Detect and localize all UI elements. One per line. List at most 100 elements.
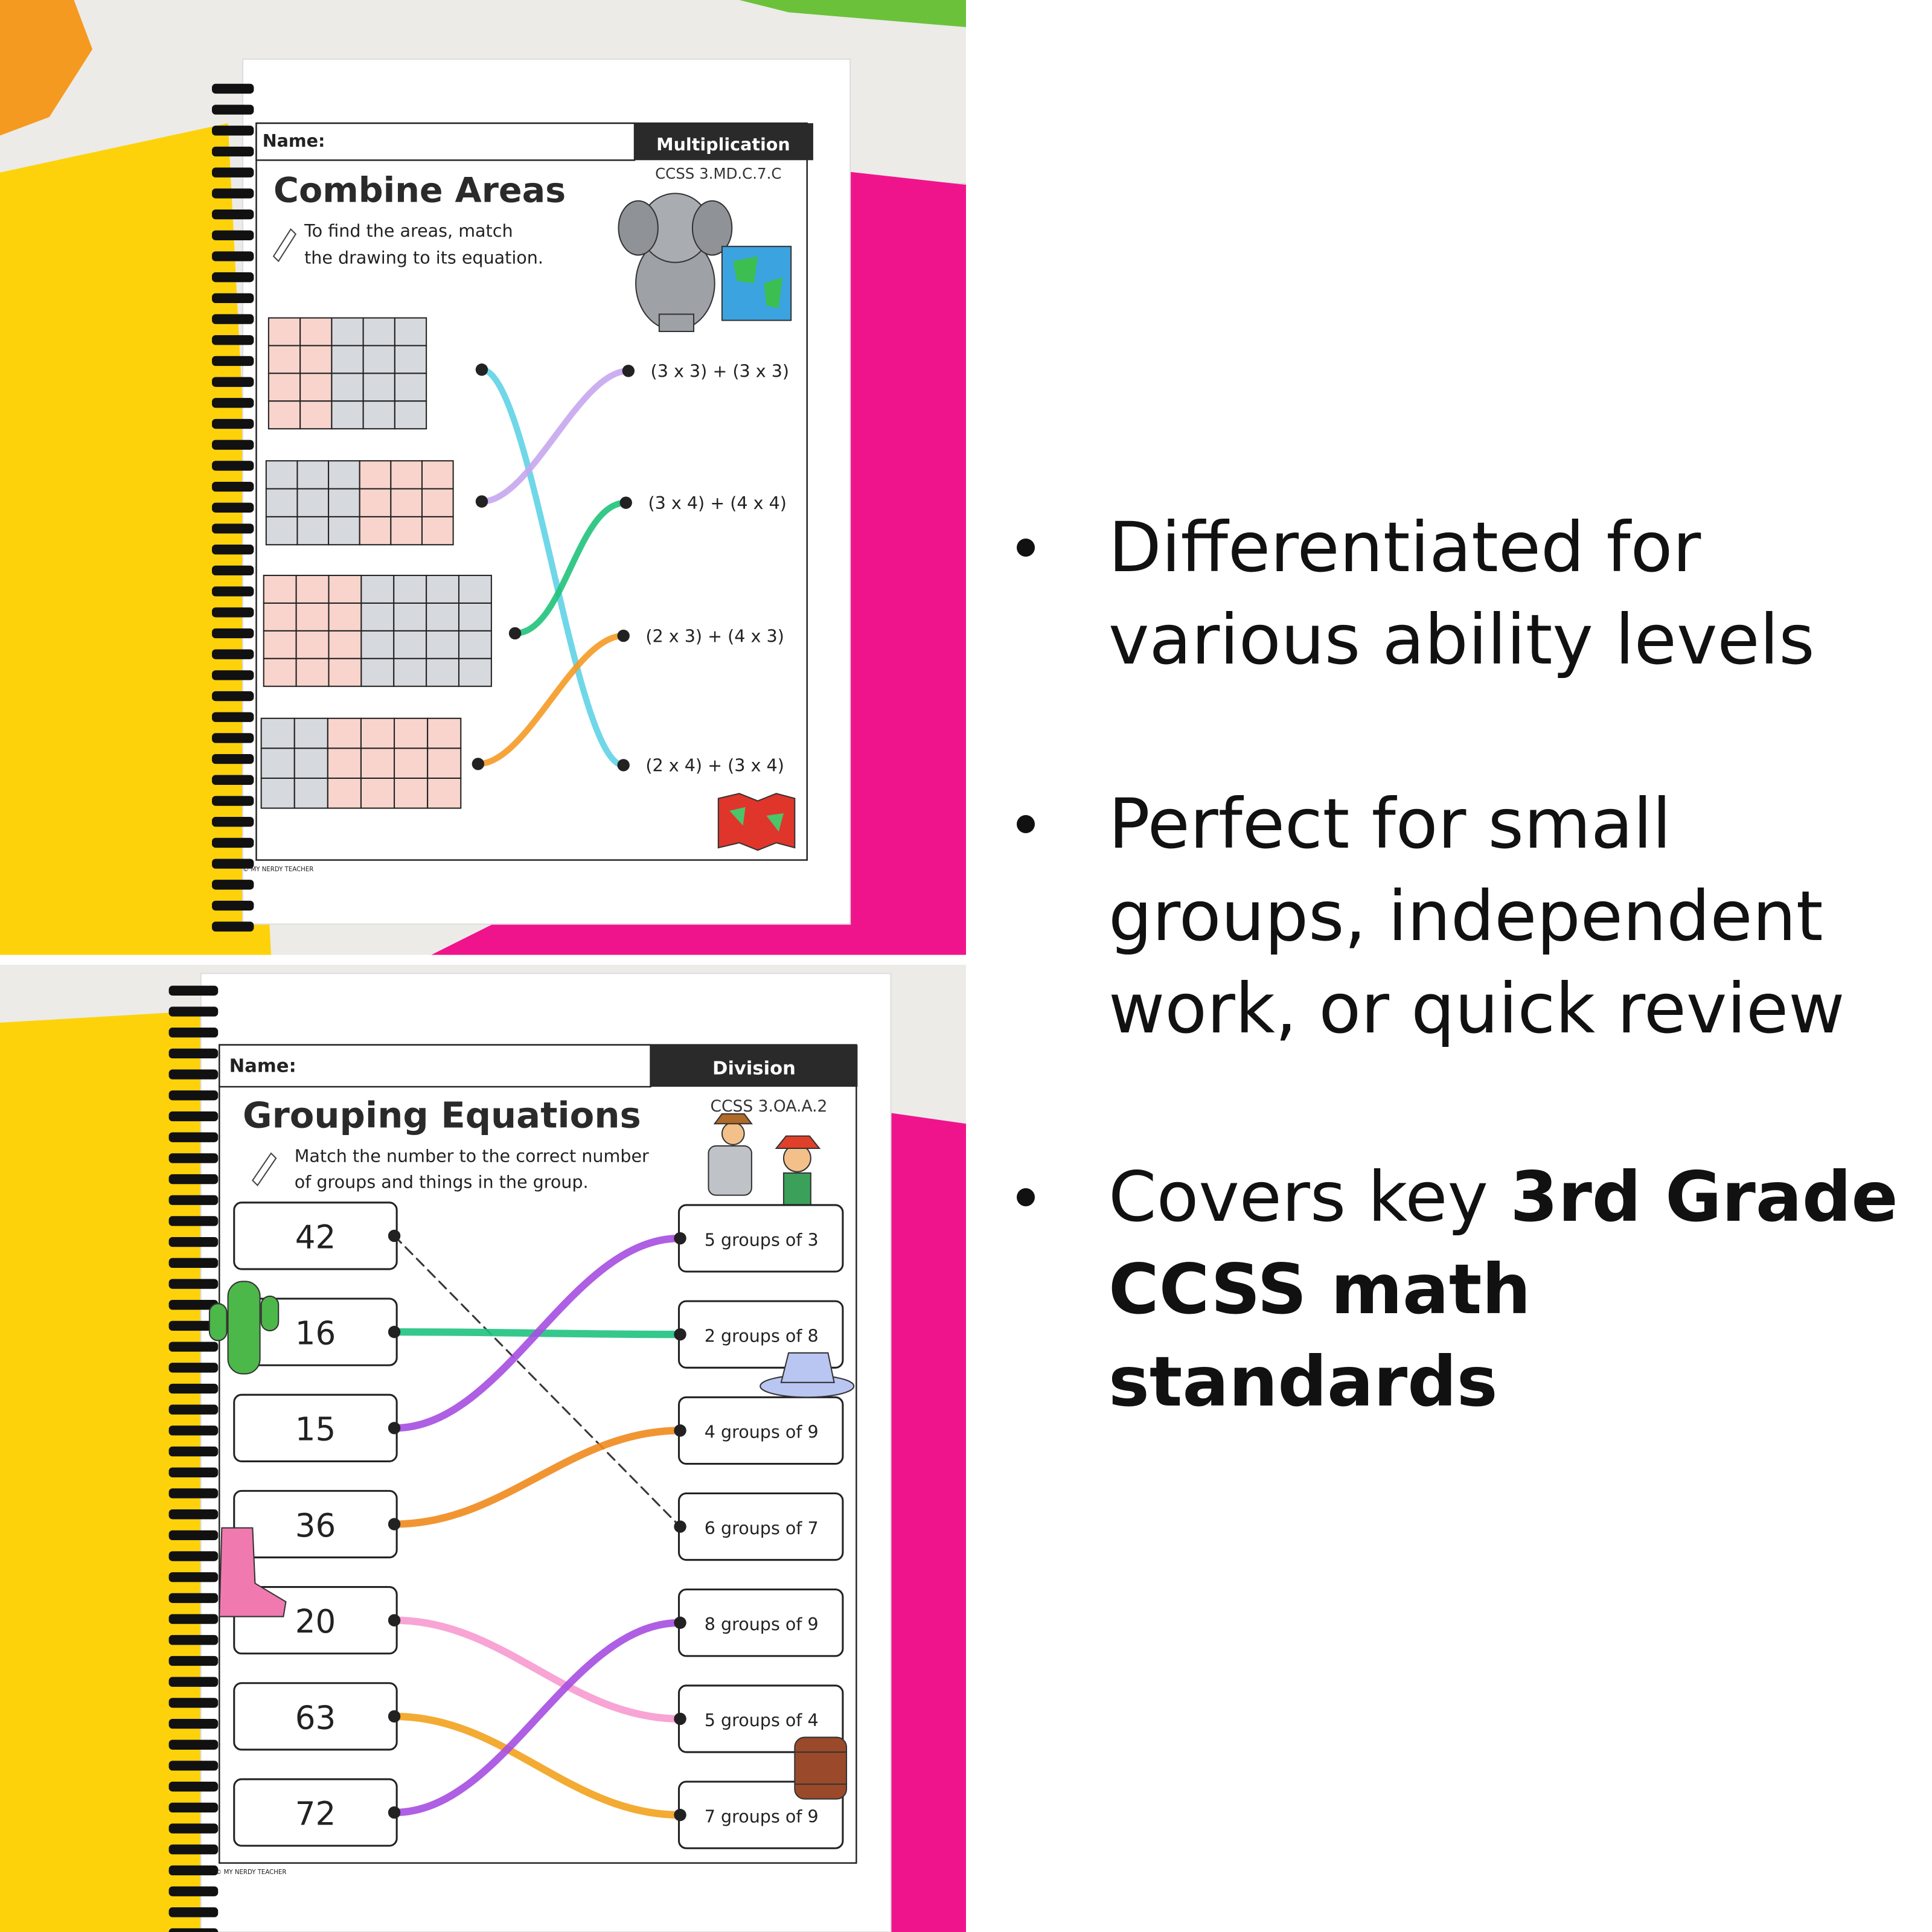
grid-cell xyxy=(295,630,330,659)
grid-cell xyxy=(394,747,429,779)
group-answer: 6 groups of 7 xyxy=(705,1518,819,1538)
group-answer: 4 groups of 9 xyxy=(705,1422,819,1442)
instruction-line: Match the number to the correct number xyxy=(295,1145,649,1166)
grid-cell xyxy=(263,630,297,659)
grid-cell xyxy=(360,630,395,659)
bullet-text: Differentiated for various ability level… xyxy=(1108,501,1815,686)
binding-coil xyxy=(168,985,219,1932)
coil-loop xyxy=(212,230,254,240)
group-answer: 8 groups of 9 xyxy=(705,1614,819,1634)
coil-loop xyxy=(212,272,254,283)
equation: (2 x 3) + (4 x 3) xyxy=(645,625,784,646)
coil-loop xyxy=(212,440,254,450)
grid-cell xyxy=(328,657,362,687)
match-line xyxy=(511,499,629,637)
green-folder xyxy=(739,0,966,27)
coil-loop xyxy=(168,1132,219,1142)
coil-loop xyxy=(212,900,254,911)
coil-loop xyxy=(168,1111,219,1122)
standard: CCSS 3.OA.A.2 xyxy=(711,1097,828,1116)
grid-cell xyxy=(295,575,330,604)
coil-loop xyxy=(168,1279,219,1289)
instruction-line: To find the areas, match xyxy=(304,220,513,241)
coil-loop xyxy=(168,1048,219,1059)
coil-loop xyxy=(168,1425,219,1436)
coil-loop xyxy=(168,1928,219,1932)
bullet-text: Covers key 3rd Grade CCSS math standards xyxy=(1108,1151,1898,1428)
match-dot xyxy=(674,1616,686,1629)
match-line xyxy=(390,1234,684,1432)
glue-box xyxy=(0,0,93,136)
coil-loop xyxy=(168,1342,219,1352)
match-dot xyxy=(617,759,630,772)
coil-loop xyxy=(168,1614,219,1624)
cowboy-boot xyxy=(219,1527,287,1617)
coil-loop xyxy=(168,1006,219,1017)
group-answer: 2 groups of 8 xyxy=(705,1325,819,1346)
area-models xyxy=(260,317,492,809)
grid-cell xyxy=(458,657,492,687)
coil-loop xyxy=(212,293,254,304)
text-line: Differentiated for xyxy=(1108,507,1701,587)
grid-cell xyxy=(328,460,360,490)
coil-loop xyxy=(168,1593,219,1604)
coil-loop xyxy=(168,1886,219,1896)
match-dot xyxy=(388,1325,401,1339)
grid-cell xyxy=(299,373,333,402)
worksheet-title: Grouping Equations xyxy=(243,1094,641,1136)
grid-cell xyxy=(265,516,298,546)
grid-cell xyxy=(296,460,330,490)
grid-cell xyxy=(393,575,427,604)
worksheet: Name: Division CCSS 3.OA.A.2 Grouping Eq… xyxy=(208,1044,858,1876)
match-dot xyxy=(674,1424,686,1437)
match-line xyxy=(390,1427,684,1528)
grid-cell xyxy=(458,630,492,659)
worksheet-photos: Name: Multiplication CCSS 3.MD.C.7.C Com… xyxy=(0,0,966,1932)
grid-cell xyxy=(327,717,362,749)
grid-cell xyxy=(359,460,392,490)
coil-loop xyxy=(168,985,219,996)
coil-loop xyxy=(212,775,254,785)
text-line: various ability levels xyxy=(1108,600,1815,680)
grid-cell xyxy=(394,400,427,430)
coil-loop xyxy=(168,1028,219,1038)
grid-cell xyxy=(293,747,328,779)
number: 72 xyxy=(295,1795,336,1832)
coil-loop xyxy=(212,628,254,639)
coil-loop xyxy=(212,796,254,806)
coil-loop xyxy=(212,335,254,345)
worksheet: Name: Multiplication CCSS 3.MD.C.7.C Com… xyxy=(243,122,813,873)
grid-cell xyxy=(331,345,364,374)
grid-cell xyxy=(394,777,429,809)
number: 20 xyxy=(295,1603,336,1640)
coil-loop xyxy=(168,1635,219,1645)
grid-cell xyxy=(328,488,360,517)
worksheet-title: Combine Areas xyxy=(273,171,566,211)
grid-cell xyxy=(267,373,301,402)
bullet-text: Perfect for small groups, independent wo… xyxy=(1108,778,1844,1055)
grid-cell xyxy=(299,317,333,347)
match-dot xyxy=(622,365,635,377)
grid-cell xyxy=(299,400,333,430)
coil-loop xyxy=(168,1488,219,1499)
coil-loop xyxy=(212,880,254,890)
coil-loop xyxy=(168,1782,219,1792)
coil-loop xyxy=(212,314,254,324)
coil-loop xyxy=(168,1802,219,1813)
coil-loop xyxy=(212,126,254,136)
match-dot xyxy=(508,627,522,640)
grid-cell xyxy=(458,602,492,632)
match-dot xyxy=(388,1710,401,1723)
coil-loop xyxy=(168,1467,219,1477)
instruction-line: the drawing to its equation. xyxy=(304,248,543,268)
coil-loop xyxy=(168,1844,219,1855)
coil-loop xyxy=(212,733,254,743)
coil-loop xyxy=(212,167,254,178)
name-label: Name: xyxy=(229,1056,296,1077)
match-rows: 42 16 15 36 20 63 72 5 groups of 3 2 groups of 8… xyxy=(233,1201,844,1849)
grid-cell xyxy=(360,717,395,749)
match-dot xyxy=(388,1229,401,1243)
coil-loop xyxy=(212,607,254,618)
coil-loop xyxy=(168,1509,219,1520)
